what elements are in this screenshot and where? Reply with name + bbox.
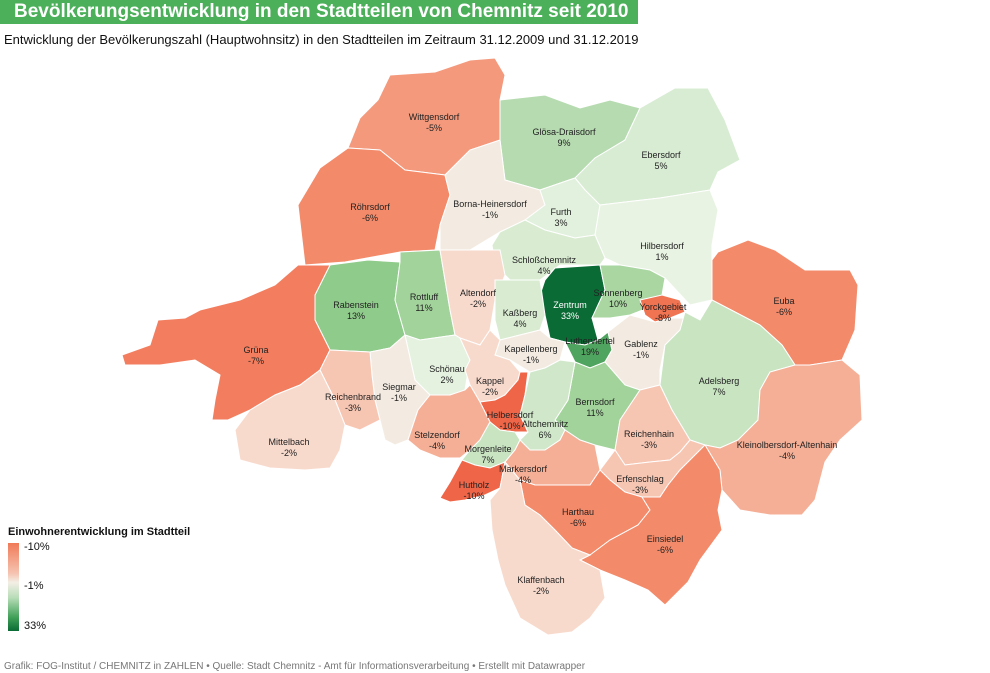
district-value-label: -3% [641,440,657,450]
district-value-label: -6% [657,545,673,555]
district-name-label: Erfenschlag [616,474,664,484]
district-name-label: Röhrsdorf [350,202,390,212]
district-value-label: -4% [429,441,445,451]
district-name-label: Stelzendorf [414,430,460,440]
district-value-label: -1% [633,350,649,360]
district-name-label: Klaffenbach [517,575,564,585]
district-value-label: 33% [561,311,579,321]
district-value-label: -8% [655,313,671,323]
district-name-label: Yorckgebiet [640,302,687,312]
district-name-label: Furth [550,207,571,217]
district-value-label: -6% [570,518,586,528]
district-value-label: -2% [482,387,498,397]
district-value-label: -4% [515,475,531,485]
source-footer: Grafik: FOG-Institut / CHEMNITZ in ZAHLE… [4,661,586,672]
district-value-label: 6% [538,430,551,440]
district-value-label: 11% [415,303,432,313]
district-name-label: Zentrum [553,300,587,310]
district-value-label: 19% [581,347,599,357]
district-name-label: Morgenleite [464,444,511,454]
district-value-label: -10% [499,421,520,431]
district-name-label: Lutherviertel [565,336,615,346]
district-name-label: Mittelbach [268,437,309,447]
chart-subtitle: Entwicklung der Bevölkerungszahl (Hauptw… [4,32,639,47]
district-klaffenbach[interactable] [489,460,606,636]
district-name-label: Wittgensdorf [409,112,460,122]
district-mittelbach[interactable] [234,369,346,471]
district-stelzendorf[interactable] [407,384,491,459]
district-name-label: Adelsberg [699,376,740,386]
district-value-label: 4% [513,319,526,329]
district-value-label: 5% [654,161,667,171]
legend-title: Einwohnerentwicklung im Stadtteil [8,526,191,538]
district-value-label: -5% [426,123,442,133]
district-name-label: Sonnenberg [593,288,642,298]
district-name-label: Ebersdorf [641,150,681,160]
district-name-label: Bernsdorf [575,397,615,407]
district-yorckgebiet[interactable] [639,294,686,323]
legend-max-label: 33% [24,620,47,632]
district-value-label: -3% [345,403,361,413]
district-name-label: Gablenz [624,339,658,349]
chart-title: Bevölkerungsentwicklung in den Stadtteil… [0,0,639,24]
district-name-label: Euba [773,296,794,306]
district-value-label: 9% [557,138,570,148]
district-gruena[interactable] [121,264,331,421]
district-name-label: Kaßberg [503,308,538,318]
district-value-label: 10% [609,299,627,309]
district-value-label: -2% [470,299,486,309]
district-value-label: -6% [362,213,378,223]
district-name-label: Kleinolbersdorf-Altenhain [737,440,838,450]
district-value-label: 13% [347,311,365,321]
district-kleinolbersdorf-altenhain[interactable] [703,359,863,516]
district-name-label: Borna-Heinersdorf [453,199,527,209]
district-name-label: Rabenstein [333,300,379,310]
district-value-label: -2% [281,448,297,458]
district-value-label: 3% [554,218,567,228]
district-value-label: -6% [776,307,792,317]
district-name-label: Reichenhain [624,429,674,439]
district-name-label: Einsiedel [647,534,684,544]
district-einsiedel[interactable] [578,444,723,606]
district-value-label: 7% [712,387,725,397]
district-name-label: Schloßchemnitz [512,255,577,265]
district-value-label: -1% [523,355,539,365]
district-name-label: Altchemnitz [522,419,569,429]
legend-mid-label: -1% [24,580,44,592]
district-value-label: 11% [586,408,603,418]
district-name-label: Grüna [243,345,268,355]
district-name-label: Rottluff [410,292,439,302]
district-name-label: Schönau [429,364,465,374]
district-value-label: -2% [533,586,549,596]
district-name-label: Glösa-Draisdorf [532,127,596,137]
district-value-label: -10% [463,491,484,501]
legend-color-scale [8,543,19,631]
district-name-label: Reichenbrand [325,392,381,402]
district-name-label: Helbersdorf [487,410,534,420]
district-value-label: 4% [537,266,550,276]
district-value-label: -7% [248,356,264,366]
district-name-label: Hutholz [459,480,490,490]
district-value-label: -3% [632,485,648,495]
district-value-label: -1% [391,393,407,403]
legend-min-label: -10% [24,541,50,553]
district-name-label: Altendorf [460,288,497,298]
district-name-label: Kappel [476,376,504,386]
district-hutholz[interactable] [439,459,506,503]
district-value-label: 2% [440,375,453,385]
district-value-label: 7% [481,455,494,465]
district-value-label: -4% [779,451,795,461]
district-name-label: Markersdorf [499,464,548,474]
district-name-label: Hilbersdorf [640,241,684,251]
district-name-label: Kapellenberg [504,344,557,354]
district-name-label: Siegmar [382,382,416,392]
district-name-label: Harthau [562,507,594,517]
district-value-label: 1% [655,252,668,262]
district-value-label: -1% [482,210,498,220]
